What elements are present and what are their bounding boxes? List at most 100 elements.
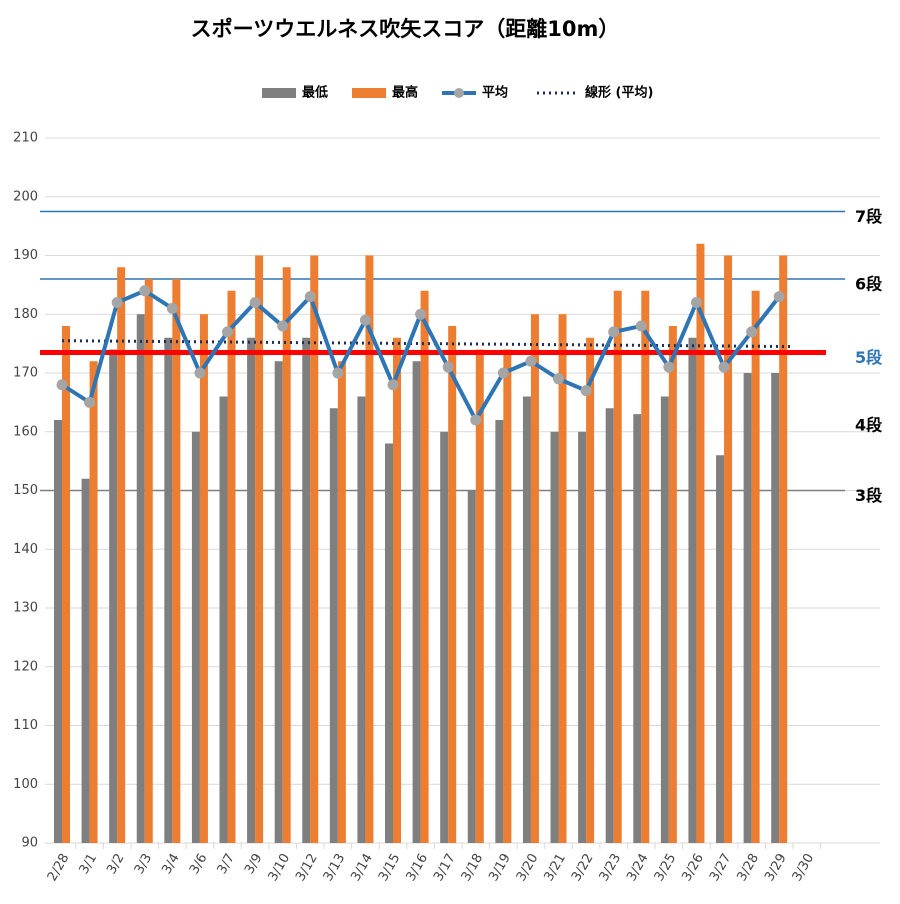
legend-swatch xyxy=(262,88,296,98)
level-label: 7段 xyxy=(855,207,883,226)
bar xyxy=(420,290,429,843)
level-label: 3段 xyxy=(855,486,883,505)
y-tick-label: 120 xyxy=(13,659,38,674)
y-tick-label: 150 xyxy=(13,483,38,498)
x-tick-label: 3/18 xyxy=(459,851,487,884)
avg-marker xyxy=(497,367,509,379)
chart-title: スポーツウエルネス吹矢スコア（距離10m） xyxy=(191,17,620,41)
x-tick-label: 3/21 xyxy=(541,851,569,884)
bar xyxy=(54,420,62,843)
bar xyxy=(227,290,236,843)
avg-marker xyxy=(635,320,647,332)
bar xyxy=(117,267,126,843)
avg-marker xyxy=(84,396,96,408)
y-tick-label: 160 xyxy=(13,424,38,439)
legend-label: 線形 (平均) xyxy=(585,85,653,101)
x-tick-label: 3/30 xyxy=(790,851,818,884)
bar xyxy=(743,373,752,843)
x-tick-label: 3/3 xyxy=(132,851,155,877)
x-tick-label: 3/23 xyxy=(597,851,625,884)
y-tick-label: 190 xyxy=(13,248,38,263)
level-label: 6段 xyxy=(855,275,883,294)
bar xyxy=(172,279,181,843)
bar xyxy=(586,337,595,843)
bar xyxy=(660,396,669,843)
y-tick-label: 130 xyxy=(13,601,38,616)
bar xyxy=(578,431,587,843)
bar xyxy=(467,490,476,843)
x-tick-label: 3/6 xyxy=(187,851,210,877)
legend-label: 平均 xyxy=(482,85,508,101)
bar xyxy=(282,267,291,843)
bar xyxy=(62,326,70,843)
bar xyxy=(558,314,567,843)
bar xyxy=(503,349,512,843)
bar xyxy=(440,431,449,843)
avg-marker xyxy=(111,297,123,308)
bar xyxy=(751,290,760,843)
avg-marker xyxy=(304,291,316,303)
x-tick-label: 3/4 xyxy=(159,851,182,877)
bar xyxy=(329,408,338,843)
y-tick-label: 200 xyxy=(13,189,38,204)
bar xyxy=(219,396,228,843)
x-tick-label: 3/25 xyxy=(652,851,680,884)
y-tick-label: 180 xyxy=(13,307,38,322)
bar xyxy=(255,255,264,843)
avg-marker xyxy=(222,326,234,338)
x-tick-label: 3/28 xyxy=(735,851,763,884)
bar xyxy=(522,396,531,843)
avg-marker xyxy=(690,297,702,308)
bar xyxy=(633,414,642,843)
bar xyxy=(605,408,614,843)
x-tick-label: 3/29 xyxy=(762,851,790,884)
bar xyxy=(724,255,733,843)
x-tick-label: 3/22 xyxy=(569,851,597,884)
avg-marker xyxy=(442,361,454,373)
bar xyxy=(550,431,559,843)
avg-marker xyxy=(387,379,399,391)
avg-marker xyxy=(470,414,482,426)
level-label: 5段 xyxy=(855,348,883,367)
bar xyxy=(668,326,677,843)
x-tick-label: 3/7 xyxy=(215,851,238,877)
avg-marker xyxy=(415,308,427,320)
avg-marker xyxy=(663,361,675,373)
x-tick-label: 3/15 xyxy=(376,851,404,884)
x-tick-label: 3/10 xyxy=(266,851,294,884)
x-tick-label: 3/12 xyxy=(293,851,321,884)
avg-marker xyxy=(746,326,758,338)
bar xyxy=(393,337,402,843)
x-tick-label: 3/17 xyxy=(431,851,459,884)
avg-marker xyxy=(249,297,261,308)
bar xyxy=(716,455,725,843)
bar xyxy=(779,255,788,843)
legend-label: 最低 xyxy=(302,85,328,101)
bar xyxy=(337,361,346,843)
avg-marker xyxy=(525,355,537,367)
bar xyxy=(385,443,394,843)
x-tick-label: 3/2 xyxy=(104,851,127,877)
bar xyxy=(274,361,283,843)
bar xyxy=(688,337,697,843)
legend-swatch xyxy=(352,88,386,98)
avg-marker xyxy=(608,326,620,338)
x-tick-label: 3/26 xyxy=(679,851,707,884)
bar xyxy=(81,478,90,843)
bar xyxy=(495,420,504,843)
x-tick-label: 3/13 xyxy=(321,851,349,884)
y-tick-label: 170 xyxy=(13,366,38,381)
y-tick-label: 100 xyxy=(13,777,38,792)
bar xyxy=(310,255,319,843)
bar xyxy=(144,279,153,843)
bar xyxy=(448,326,457,843)
bar xyxy=(191,431,200,843)
bar xyxy=(357,396,366,843)
x-tick-label: 3/24 xyxy=(624,851,652,884)
bar xyxy=(109,349,118,843)
bar xyxy=(164,337,173,843)
avg-marker xyxy=(194,367,206,379)
avg-marker xyxy=(359,314,371,326)
legend-label: 最高 xyxy=(392,85,418,101)
